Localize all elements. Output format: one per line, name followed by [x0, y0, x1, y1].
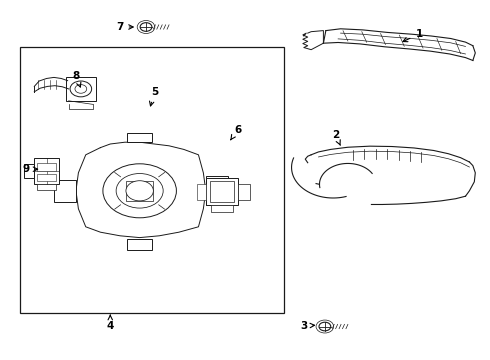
Bar [37, 184, 56, 190]
Circle shape [140, 23, 152, 31]
Circle shape [103, 164, 176, 218]
Text: 2: 2 [332, 130, 341, 145]
Text: 6: 6 [231, 125, 241, 140]
Text: 8: 8 [73, 71, 81, 87]
Bar [206, 178, 238, 205]
Text: 1: 1 [403, 29, 422, 42]
Polygon shape [34, 77, 69, 92]
Bar [66, 77, 96, 101]
Bar [206, 176, 228, 205]
Bar [34, 158, 59, 184]
Circle shape [116, 174, 163, 208]
Bar [126, 181, 153, 201]
Bar [197, 184, 206, 200]
Bar [238, 184, 250, 200]
Bar [54, 180, 76, 202]
Text: 9: 9 [23, 164, 38, 174]
Circle shape [319, 322, 331, 331]
Bar [37, 174, 56, 181]
Bar [127, 133, 152, 142]
Bar [127, 239, 152, 250]
Polygon shape [76, 142, 206, 238]
Bar [37, 163, 56, 171]
Text: 5: 5 [149, 87, 158, 106]
Bar [24, 164, 34, 178]
Text: 3: 3 [300, 321, 315, 331]
Bar [210, 181, 234, 202]
Polygon shape [323, 29, 473, 60]
Circle shape [75, 85, 87, 93]
Polygon shape [311, 155, 469, 204]
Circle shape [70, 81, 92, 97]
Bar [20, 47, 284, 313]
Text: 7: 7 [116, 22, 133, 32]
Bar [211, 205, 233, 212]
Circle shape [126, 181, 153, 201]
Text: 4: 4 [106, 315, 114, 331]
